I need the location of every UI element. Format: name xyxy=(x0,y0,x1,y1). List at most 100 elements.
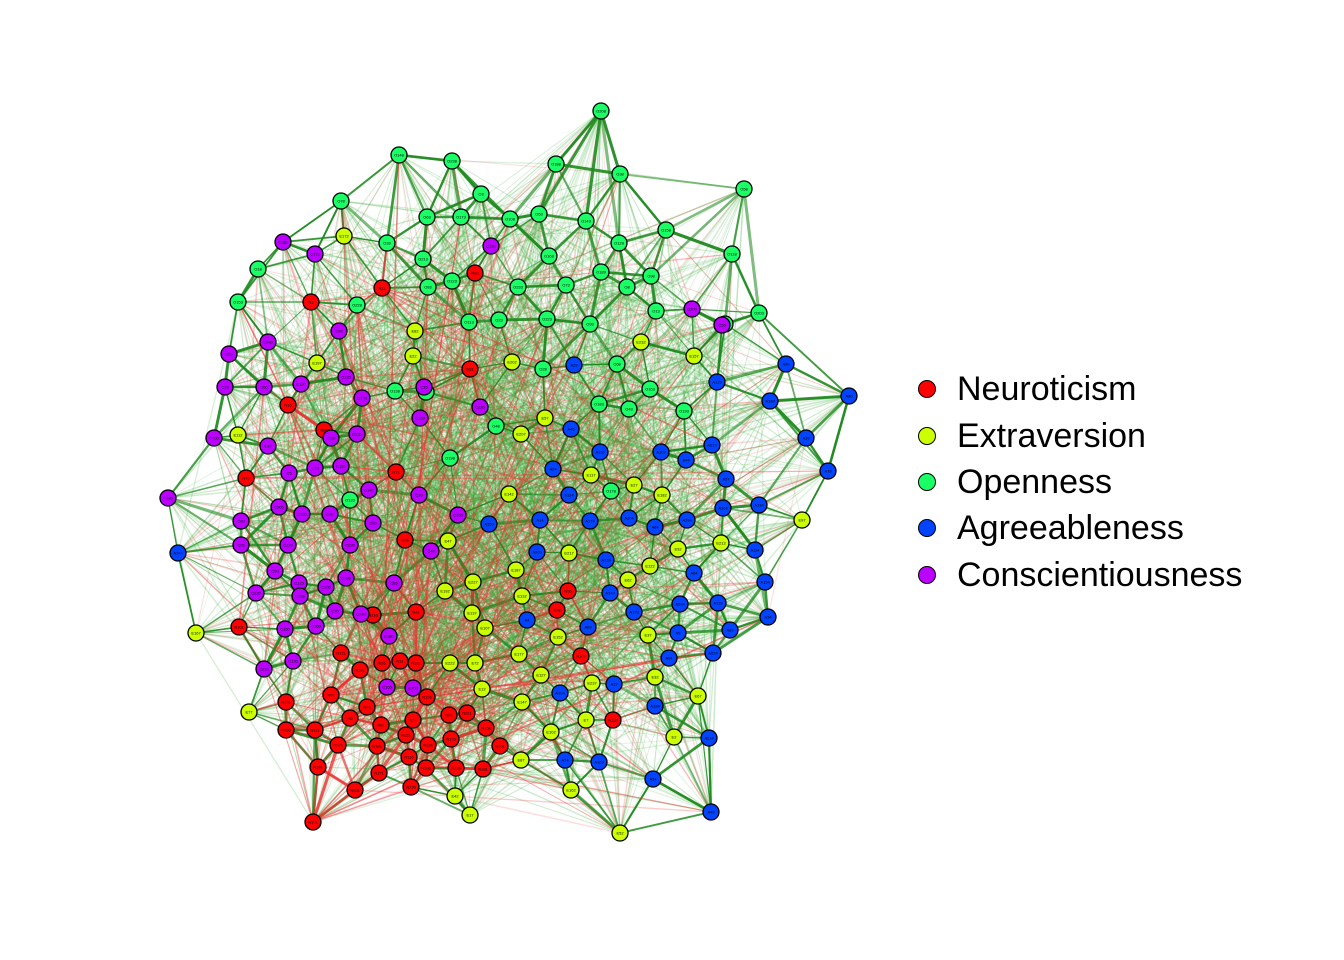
edge xyxy=(395,318,548,473)
edge xyxy=(412,355,651,390)
node-o233: O233 xyxy=(509,278,527,296)
node-o3: O3 xyxy=(472,185,490,203)
node-label: O78 xyxy=(337,199,345,204)
node-label: N61 xyxy=(445,713,453,718)
node-label: E117 xyxy=(586,473,596,478)
node-label: E132 xyxy=(517,594,527,599)
edge xyxy=(685,459,829,472)
node-label: E72 xyxy=(471,661,479,666)
edge xyxy=(654,526,681,605)
node-label: C125 xyxy=(294,581,304,586)
node-label: N106 xyxy=(576,654,586,659)
edge xyxy=(515,478,727,571)
node-e97: E97 xyxy=(793,511,811,529)
node-n81: N81 xyxy=(461,360,479,378)
node-c5: C5 xyxy=(280,464,298,482)
edge xyxy=(359,280,453,671)
node-label: E182 xyxy=(657,493,667,498)
edge xyxy=(314,429,325,731)
edge xyxy=(490,245,679,550)
edge xyxy=(423,386,459,516)
node-label: C95 xyxy=(237,543,245,548)
node-label: C25 xyxy=(225,352,233,357)
node-o153: O153 xyxy=(229,293,247,311)
node-label: N36 xyxy=(401,538,409,543)
edge xyxy=(447,310,657,542)
node-a19: A19 xyxy=(605,675,623,693)
edge xyxy=(567,451,662,592)
edge xyxy=(418,323,726,496)
node-n231: N231 xyxy=(346,781,364,799)
node-e197: E197 xyxy=(308,354,326,372)
node-label: O163 xyxy=(645,387,656,392)
node-label: O203 xyxy=(754,311,765,316)
edge xyxy=(361,397,681,605)
node-a199: A199 xyxy=(678,511,696,529)
node-c40: C40 xyxy=(422,542,440,560)
node-a64: A64 xyxy=(685,564,703,582)
edge xyxy=(469,355,695,816)
node-label: E92 xyxy=(674,547,682,552)
node-label: N141 xyxy=(355,668,365,673)
edge xyxy=(312,494,663,823)
node-label: N41 xyxy=(412,610,420,615)
node-o183: O183 xyxy=(590,395,608,413)
edge xyxy=(412,519,688,689)
edge xyxy=(511,361,528,621)
edge xyxy=(381,287,396,392)
edge xyxy=(568,478,727,554)
edge xyxy=(228,353,239,436)
edge xyxy=(425,391,651,567)
node-o108: O108 xyxy=(501,210,519,228)
node-n11: N11 xyxy=(373,279,391,297)
node-label: O188 xyxy=(551,162,562,167)
node-label: N51 xyxy=(377,723,385,728)
node-o128: O128 xyxy=(610,234,628,252)
node-a78: A78 xyxy=(819,462,837,480)
node-label: O208 xyxy=(596,109,607,114)
edge xyxy=(228,353,687,461)
node-label: A4 xyxy=(525,618,531,623)
node-label: C185 xyxy=(278,240,288,245)
node-label: C120 xyxy=(296,382,306,387)
node-e222: E222 xyxy=(441,654,459,672)
edge xyxy=(468,321,662,453)
edge xyxy=(495,425,591,522)
node-label: N116 xyxy=(404,755,414,760)
legend-dot-neuroticism xyxy=(918,380,936,399)
edge xyxy=(334,193,482,612)
edge xyxy=(495,368,544,427)
node-o188: O188 xyxy=(547,155,565,173)
node-o38: O38 xyxy=(611,165,629,183)
edge xyxy=(345,154,400,378)
node-label: O153 xyxy=(233,300,244,305)
node-c105: C105 xyxy=(317,578,335,596)
edge xyxy=(474,272,523,597)
edge xyxy=(299,592,611,597)
node-label: C80 xyxy=(237,519,245,524)
edge xyxy=(539,519,722,544)
edge xyxy=(544,363,787,419)
legend-label-neuroticism: Neuroticism xyxy=(957,370,1137,409)
edge xyxy=(520,701,523,761)
node-label: C105 xyxy=(321,585,331,590)
node-label: O128 xyxy=(614,241,625,246)
edge xyxy=(619,811,712,834)
node-label: N121 xyxy=(336,651,346,656)
edge xyxy=(274,570,378,747)
edge xyxy=(287,544,559,638)
edge xyxy=(263,386,473,614)
node-e17: E17 xyxy=(461,806,479,824)
edge xyxy=(649,395,850,567)
edge xyxy=(329,433,522,515)
node-label: N131 xyxy=(281,700,291,705)
edge xyxy=(479,271,602,408)
node-label: N146 xyxy=(333,743,343,748)
legend-item-neuroticism: Neuroticism xyxy=(918,366,1242,412)
node-e237: E237 xyxy=(583,674,601,692)
edge xyxy=(573,364,710,739)
node-n91: N91 xyxy=(322,686,340,704)
edge xyxy=(427,110,602,288)
edge xyxy=(255,592,265,670)
